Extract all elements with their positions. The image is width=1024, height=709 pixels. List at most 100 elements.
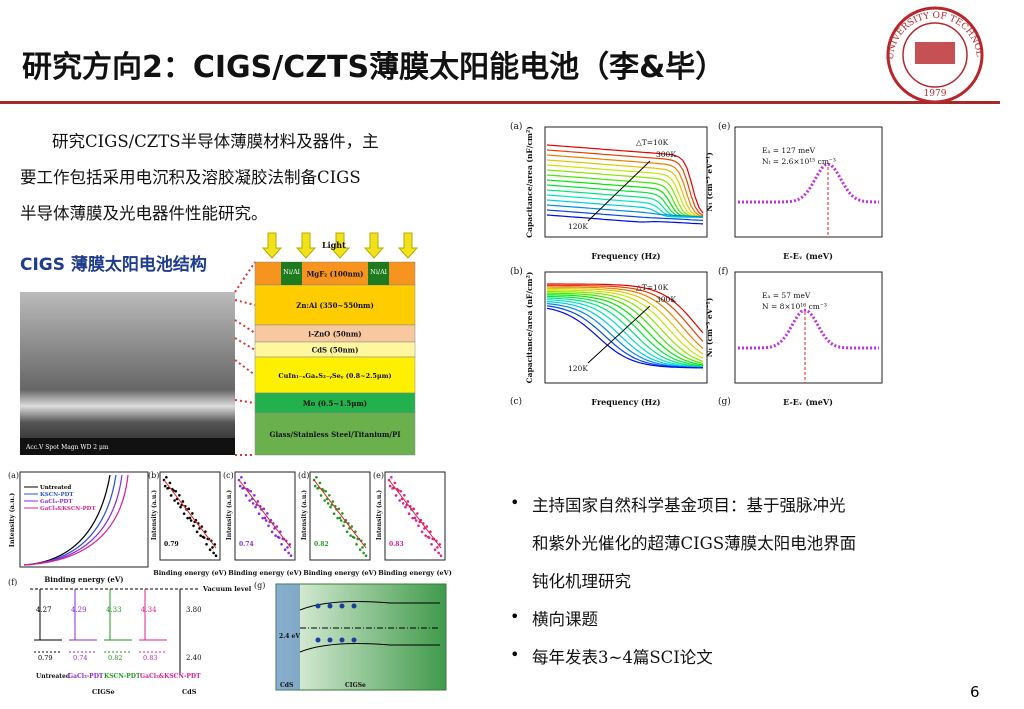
decor-point: [406, 500, 410, 503]
decor-point: [191, 512, 194, 515]
label: Frequency (Hz): [591, 397, 660, 407]
decor-point: [338, 516, 342, 520]
label: Intensity (a.u.): [226, 490, 233, 540]
label: 3.80: [186, 606, 202, 614]
label: 4.29: [71, 606, 87, 614]
decor-point: [283, 548, 287, 552]
sem-image: [20, 292, 235, 455]
decor-point: [212, 551, 215, 555]
decor-point: [254, 505, 257, 509]
decor-curve: [546, 299, 704, 368]
label: 0.83: [143, 654, 157, 662]
decor-point: [324, 489, 328, 493]
decor-curve: [547, 284, 704, 342]
decor-curve: [546, 199, 703, 218]
contact: [368, 262, 389, 285]
label: Intensity (a.u.): [151, 490, 158, 540]
decor-curve: [546, 144, 704, 214]
label: 0.79: [38, 654, 52, 662]
electron: [327, 637, 333, 643]
decor-curve: [546, 159, 704, 218]
electron: [339, 637, 345, 643]
label: 4.33: [106, 606, 122, 614]
pointer: [234, 337, 256, 351]
decor-point: [188, 516, 192, 520]
decor-point: [336, 516, 339, 520]
arrow: [587, 305, 651, 364]
label: E-Eᵥ (meV): [783, 397, 833, 407]
pointer: [234, 359, 256, 376]
fit: [163, 479, 217, 549]
decor-curve: [546, 214, 704, 225]
decor-curve: [546, 164, 704, 218]
decor-point: [404, 505, 407, 509]
label: Zn:Al (350~550nm): [296, 301, 374, 310]
page-number: 6: [970, 683, 980, 701]
decor-point: [407, 512, 411, 516]
decor-point: [208, 548, 212, 552]
decor-point: [174, 489, 178, 493]
decor-point: [326, 502, 330, 505]
decor-curve: [546, 307, 703, 369]
label: Capacitance/area (nF/cm²): [525, 272, 534, 384]
fit: [313, 479, 367, 549]
label: Glass/Stainless Steel/Titanium/PI: [269, 430, 400, 439]
intro-line: 要工作包括采用电沉积及溶胶凝胶法制备CIGS: [20, 168, 361, 187]
title-rule: [0, 101, 1000, 104]
label: Eₐ = 127 meV: [762, 146, 816, 155]
decor-curve: [547, 292, 704, 365]
decor-point: [403, 493, 406, 497]
label: 4.34: [141, 606, 157, 614]
label: (b): [510, 266, 523, 277]
decor-point: [251, 502, 255, 505]
label: (g): [718, 396, 731, 407]
decor-point: [318, 481, 322, 485]
decor-curve: [546, 169, 704, 218]
decor-point: [199, 534, 202, 537]
decor-point: [202, 536, 206, 539]
decor-point: [240, 476, 243, 479]
decor-point: [187, 507, 191, 511]
decor-point: [411, 516, 414, 520]
decor-point: [361, 546, 364, 549]
label: △T=10K: [636, 283, 669, 292]
label: Ni/Al: [283, 268, 300, 276]
label: GaCl₃&KSCN-PDT: [140, 673, 201, 680]
pointer: [234, 261, 256, 293]
light-arrow: [363, 232, 385, 259]
logo-text: UNIVERSITY OF TECHNOLOGY: [0, 0, 984, 60]
decor-point: [238, 484, 242, 488]
plot-frame: [234, 471, 296, 561]
decor-point: [205, 543, 208, 546]
decor-point: [352, 536, 356, 539]
decor-point: [412, 507, 416, 511]
electron: [315, 603, 321, 609]
label: CdS: [280, 682, 293, 689]
label: N = 8×10¹⁶ cm⁻³: [762, 302, 827, 311]
decor-point: [243, 481, 247, 485]
cell-structure: Light MgF₂ (100nm) Zn:Al (350~550nm) i-ZnO …: [234, 232, 419, 456]
label: Binding energy (eV): [44, 575, 123, 584]
decor-point: [178, 493, 181, 497]
cv-plots: (a) Frequency (Hz) Capacitance/area (nF/cm…: [510, 121, 883, 407]
label: CdS: [182, 688, 197, 696]
logo-text: UNIVERSITY OF TECHNOLOGY: [0, 0, 984, 60]
label: CIGSe: [345, 682, 366, 689]
decor-point: [414, 519, 418, 522]
decor-point: [437, 551, 440, 555]
pointer: [234, 319, 256, 334]
label: Nₜ (cm⁻³ eV⁻¹): [705, 152, 714, 212]
label: Ni/Al: [370, 268, 387, 276]
decor-point: [323, 499, 326, 502]
label: (e): [718, 121, 730, 132]
decor-point: [274, 534, 277, 537]
decor-curve: [547, 283, 704, 334]
decor-point: [354, 530, 357, 534]
label: (a): [8, 471, 19, 480]
label: (c): [223, 471, 234, 480]
light-arrow: [397, 232, 419, 259]
label: 0.83: [389, 541, 404, 548]
decor-curve: [546, 297, 704, 368]
decor-point: [319, 494, 323, 497]
label: 300K: [656, 295, 676, 304]
